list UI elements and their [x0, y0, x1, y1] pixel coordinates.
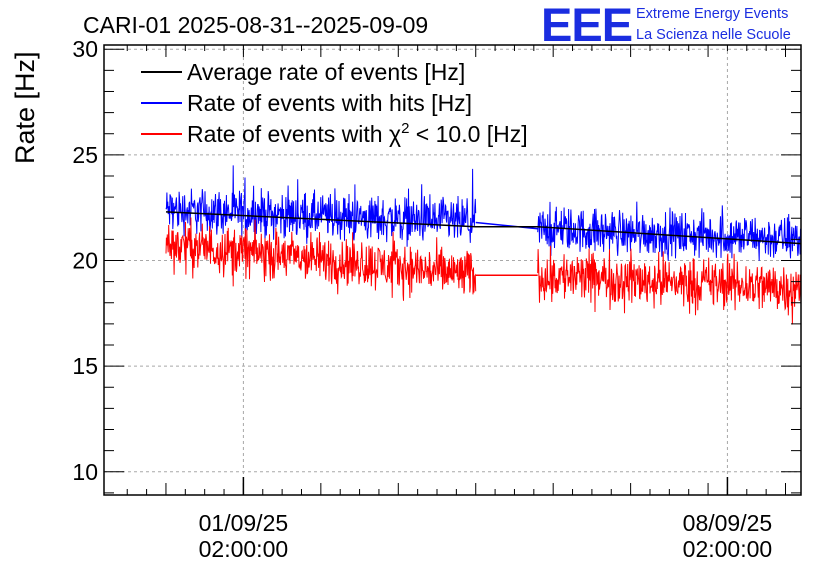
legend-label-chi2: Rate of events with χ2 < 10.0 [Hz] — [187, 120, 528, 147]
legend-chi2-prefix: Rate of events with — [187, 121, 389, 147]
y-axis-title: Rate [Hz] — [10, 51, 40, 164]
eee-logo-text: EEE — [541, 0, 632, 51]
x-tick-label-time-0: 02:00:00 — [199, 536, 289, 562]
eee-logo-line1: Extreme Energy Events — [636, 6, 788, 22]
tick-labels: 101520253001/09/2502:00:0008/09/2502:00:… — [72, 36, 772, 562]
series-average-line — [165, 211, 802, 245]
series-1-gap-connector — [475, 221, 538, 230]
y-tick-label-30: 30 — [72, 36, 98, 62]
chart-title: CARI-01 2025-08-31--2025-09-09 — [83, 12, 428, 38]
grid-lines — [104, 45, 801, 495]
x-tick-label-date-1: 08/09/25 — [683, 510, 773, 536]
legend-chi2-superscript: 2 — [401, 120, 409, 137]
x-tick-label-date-0: 01/09/25 — [199, 510, 289, 536]
axes — [103, 44, 802, 496]
legend-label-hits: Rate of events with hits [Hz] — [187, 90, 472, 116]
eee-logo-line2: La Scienza nelle Scuole — [636, 27, 791, 43]
series-2-segment-1 — [537, 245, 802, 325]
y-tick-label-15: 15 — [72, 353, 98, 379]
legend-chi2-symbol: χ — [389, 121, 401, 147]
series-1-segment-0 — [165, 165, 477, 247]
legend-label-average: Average rate of events [Hz] — [187, 59, 465, 85]
series-2-segment-0 — [165, 217, 477, 301]
x-tick-label-time-1: 02:00:00 — [683, 536, 773, 562]
series-1-segment-1 — [537, 201, 802, 261]
legend-chi2-suffix: < 10.0 [Hz] — [409, 121, 527, 147]
data-series — [165, 165, 802, 325]
plot-frame — [103, 44, 802, 496]
series-1 — [165, 165, 802, 261]
y-tick-label-20: 20 — [72, 247, 98, 273]
eee-logo: EEE Extreme Energy Events La Scienza nel… — [541, 0, 791, 51]
series-2 — [165, 217, 802, 325]
y-tick-label-25: 25 — [72, 142, 98, 168]
legend: Average rate of events [Hz] Rate of even… — [141, 59, 528, 147]
y-tick-label-10: 10 — [72, 459, 98, 485]
